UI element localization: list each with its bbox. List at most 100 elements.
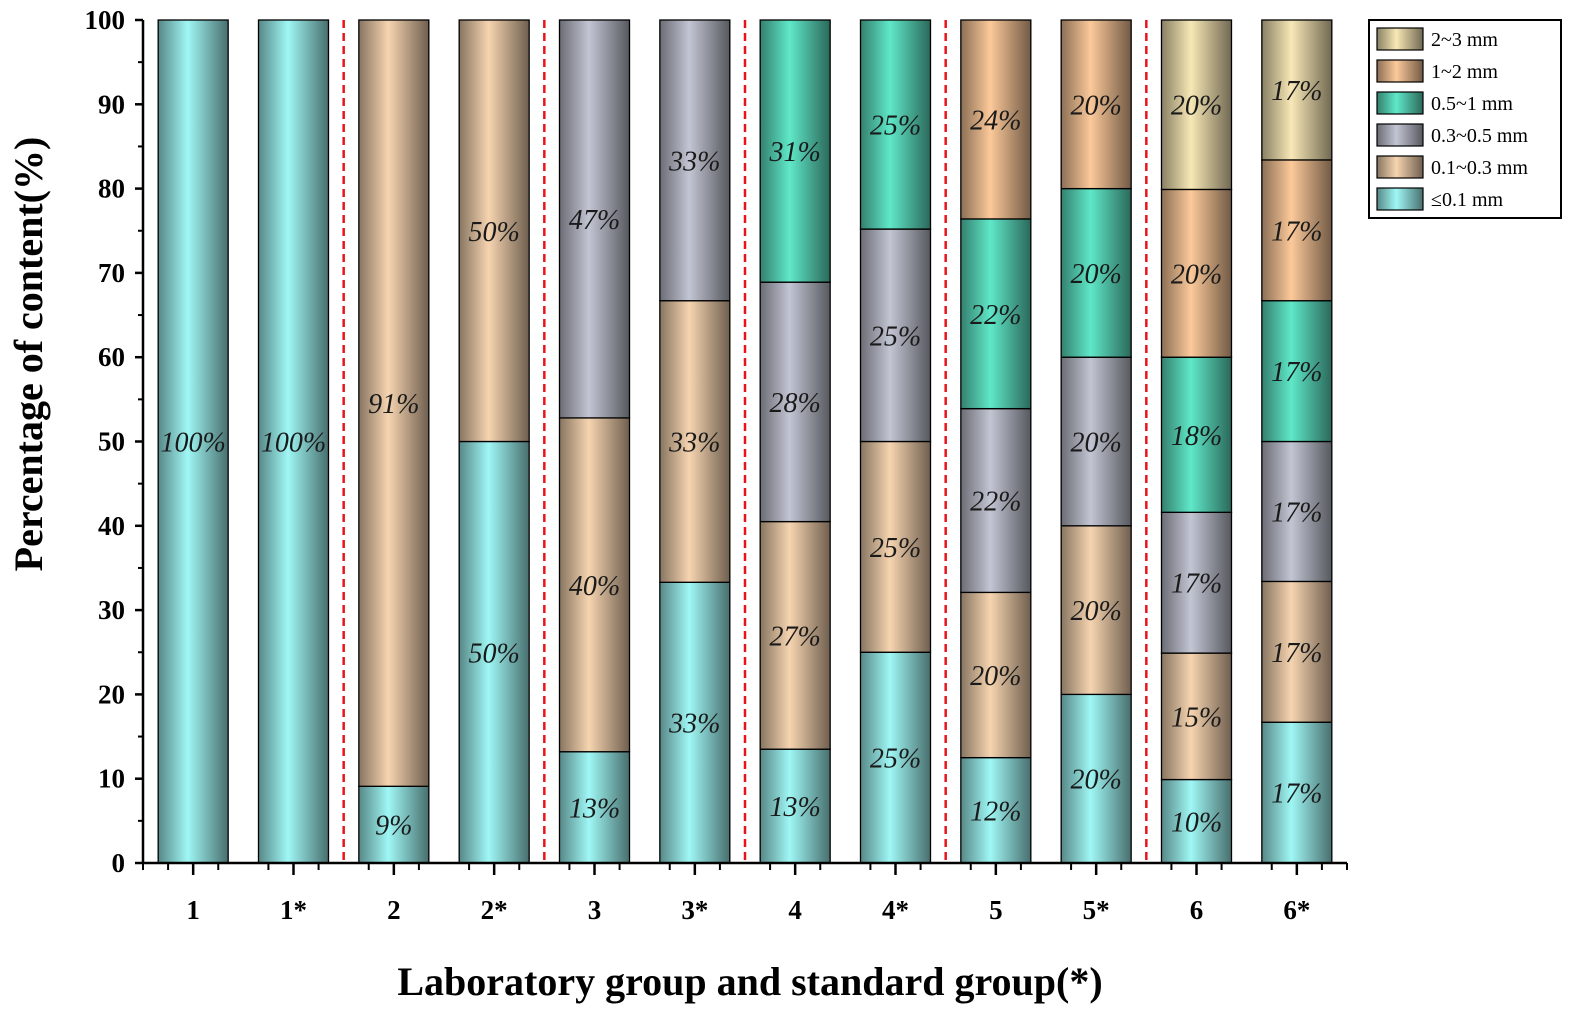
bar-segment-6*-3 xyxy=(1261,300,1333,443)
data-label: 17% xyxy=(1271,638,1322,669)
y-tick-label: 100 xyxy=(85,5,126,35)
legend-swatch xyxy=(1376,91,1424,115)
bar-segment-5*-4 xyxy=(1060,19,1132,190)
bar-segment-2-1 xyxy=(358,19,430,787)
y-tick-label: 60 xyxy=(98,342,125,372)
data-label: 27% xyxy=(770,621,821,652)
bar-segment-6-3 xyxy=(1160,356,1233,513)
data-label: 50% xyxy=(469,638,520,669)
legend: 2~3 mm 1~2 mm 0.5~1 mm 0.3~0.5 mm 0.1~0.3 mm… xyxy=(1368,19,1562,219)
x-tick-label: 6* xyxy=(1283,895,1310,925)
x-tick-label: 2* xyxy=(481,895,508,925)
data-label: 10% xyxy=(1171,807,1222,838)
data-label: 20% xyxy=(1071,765,1122,796)
y-tick-label: 70 xyxy=(98,258,125,288)
data-label: 12% xyxy=(970,796,1021,827)
data-label: 31% xyxy=(769,137,821,168)
bar-segment-5*-0 xyxy=(1060,693,1132,864)
y-tick-label: 40 xyxy=(98,511,125,541)
bar-segment-3*-2 xyxy=(659,19,731,302)
data-label: 13% xyxy=(569,793,620,824)
bar-segment-6*-5 xyxy=(1261,19,1333,161)
legend-swatch xyxy=(1376,155,1424,179)
data-label: 20% xyxy=(1071,596,1122,627)
bar-segment-6-4 xyxy=(1160,188,1233,358)
data-label: 17% xyxy=(1271,497,1322,528)
legend-swatch xyxy=(1376,187,1424,211)
data-label: 20% xyxy=(1071,90,1122,121)
data-label: 25% xyxy=(870,321,921,352)
x-tick-label: 3* xyxy=(681,895,708,925)
bar-segment-1*-0 xyxy=(257,19,330,864)
legend-label: 1~2 mm xyxy=(1431,61,1498,83)
x-tick-label: 1 xyxy=(186,895,200,925)
data-label: 22% xyxy=(970,300,1021,331)
x-tick-label: 4* xyxy=(882,895,909,925)
data-label: 20% xyxy=(1071,259,1122,290)
data-label: 47% xyxy=(569,205,620,236)
bar-segment-4-3 xyxy=(759,19,831,283)
data-label: 20% xyxy=(1071,428,1122,459)
bar-segment-1-0 xyxy=(157,19,229,864)
bar-segment-5-2 xyxy=(960,407,1032,594)
data-label: 15% xyxy=(1171,702,1222,733)
bar-segment-4*-1 xyxy=(859,440,932,653)
legend-label: 0.1~0.3 mm xyxy=(1431,157,1528,179)
bar-segment-3*-1 xyxy=(659,300,731,583)
x-tick-label: 3 xyxy=(588,895,602,925)
x-tick-label: 6 xyxy=(1190,895,1204,925)
y-tick-label: 50 xyxy=(98,427,125,457)
x-tick-label: 5 xyxy=(989,895,1003,925)
y-tick-label: 80 xyxy=(98,174,125,204)
legend-label: 0.5~1 mm xyxy=(1431,93,1513,115)
data-label: 18% xyxy=(1171,421,1222,452)
data-label: 13% xyxy=(770,792,821,823)
x-axis-title: Laboratory group and standard group(*) xyxy=(397,959,1102,1004)
axes: 0 10 20 30 40 50 60 70 80 90 100 1 1* 2 2* 3 3* 4 4* 5 5* 6 6* xyxy=(85,5,1348,925)
data-label: 17% xyxy=(1271,357,1322,388)
y-tick-label: 30 xyxy=(98,595,125,625)
data-label: 17% xyxy=(1271,76,1322,107)
bar-segment-6*-4 xyxy=(1261,159,1333,302)
data-label: 100% xyxy=(261,428,326,459)
y-tick-label: 20 xyxy=(98,679,125,709)
data-label: 9% xyxy=(375,811,412,842)
bar-segment-5-4 xyxy=(960,19,1032,220)
y-tick-label: 90 xyxy=(98,89,125,119)
data-label: 50% xyxy=(469,217,520,248)
group-separators xyxy=(342,20,1148,863)
legend-label: 0.3~0.5 mm xyxy=(1431,125,1528,147)
y-tick-label: 0 xyxy=(112,848,126,878)
data-label: 22% xyxy=(970,487,1021,518)
x-tick-label: 2 xyxy=(387,895,401,925)
data-label: 100% xyxy=(161,428,226,459)
bar-segment-4-2 xyxy=(759,281,831,523)
data-label: 91% xyxy=(368,389,419,420)
data-label: 33% xyxy=(668,428,720,459)
y-axis-title: Percentage of content(%) xyxy=(6,137,51,572)
bar-segment-2*-1 xyxy=(458,19,530,443)
data-label: 33% xyxy=(668,146,720,177)
bar-segment-3-1 xyxy=(558,417,631,753)
data-label: 20% xyxy=(1171,91,1222,122)
data-label: 17% xyxy=(1171,569,1222,600)
bar-segment-4*-3 xyxy=(859,19,932,230)
bar-segment-4*-2 xyxy=(859,228,932,443)
y-tick-label: 10 xyxy=(98,764,125,794)
data-label: 17% xyxy=(1271,779,1322,810)
data-label: 25% xyxy=(870,533,921,564)
data-label: 28% xyxy=(770,388,821,419)
data-label: 40% xyxy=(569,571,620,602)
legend-swatch xyxy=(1376,27,1424,51)
bar-segment-5-0 xyxy=(960,756,1032,864)
bars-layer xyxy=(157,19,1333,864)
data-label: 33% xyxy=(668,709,720,740)
legend-box xyxy=(1368,19,1562,219)
x-tick-label: 4 xyxy=(788,895,802,925)
bar-segment-5*-2 xyxy=(1060,356,1132,527)
bar-segment-5-3 xyxy=(960,218,1032,410)
bar-segment-6*-0 xyxy=(1261,721,1333,864)
bar-segment-4*-0 xyxy=(859,651,932,864)
legend-label: ≤0.1 mm xyxy=(1431,189,1504,211)
data-labels-layer: 100% 100% 9% 91% 50% 50% 13% 40% 47% 33% 33% 33% 13%… xyxy=(161,76,1323,842)
